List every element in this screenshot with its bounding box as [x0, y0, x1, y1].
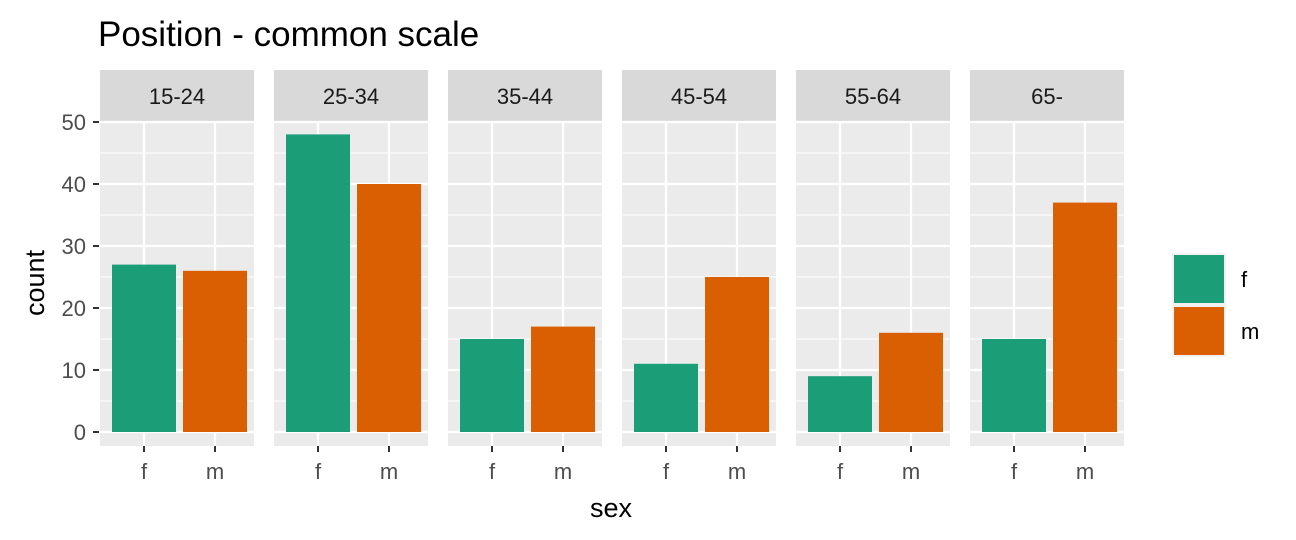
y-tick-label: 40 — [62, 172, 86, 197]
x-tick-label: f — [837, 459, 844, 484]
bar-f — [286, 134, 350, 432]
y-tick-label: 10 — [62, 358, 86, 383]
bar-m — [531, 326, 595, 432]
bar-m — [705, 277, 769, 432]
x-tick-label: f — [315, 459, 322, 484]
legend: fm — [1172, 253, 1259, 357]
x-tick-label: m — [1076, 459, 1094, 484]
x-tick-label: m — [728, 459, 746, 484]
facet-panel: 35-44 f m — [448, 70, 602, 484]
x-tick-label: f — [489, 459, 496, 484]
facet-strip — [448, 70, 602, 122]
facet-panel: 45-54 f m — [622, 70, 776, 484]
legend-label-m: m — [1241, 319, 1259, 344]
y-axis-title: count — [20, 249, 50, 316]
facet-strip — [100, 70, 254, 122]
bar-m — [1053, 202, 1117, 432]
facet-strip-label: 45-54 — [671, 84, 727, 109]
facet-panels: 15-24 f m 25-34 f m 35-44 f m 45-54 f m 55-64 f m 65- f m — [100, 70, 1124, 484]
x-tick-label: m — [554, 459, 572, 484]
legend-swatch-m — [1174, 307, 1224, 355]
facet-strip-label: 35-44 — [497, 84, 553, 109]
x-tick-label: f — [663, 459, 670, 484]
facet-panel: 15-24 f m — [100, 70, 254, 484]
facet-panel: 55-64 f m — [796, 70, 950, 484]
facet-strip-label: 25-34 — [323, 84, 379, 109]
x-tick-label: m — [206, 459, 224, 484]
bar-f — [460, 339, 524, 432]
bar-f — [982, 339, 1046, 432]
y-tick-label: 30 — [62, 234, 86, 259]
facet-panel: 65- f m — [970, 70, 1124, 484]
facet-panel: 25-34 f m — [274, 70, 428, 484]
x-axis-title: sex — [590, 493, 633, 523]
facet-strip-label: 55-64 — [845, 84, 901, 109]
y-tick-label: 50 — [62, 110, 86, 135]
facet-strip-label: 15-24 — [149, 84, 205, 109]
x-tick-label: f — [141, 459, 148, 484]
bar-m — [183, 270, 247, 432]
facet-strip — [970, 70, 1124, 122]
legend-label-f: f — [1241, 267, 1248, 292]
chart-title: Position - common scale — [98, 15, 479, 54]
bar-f — [634, 363, 698, 432]
facet-strip-label: 65- — [1031, 84, 1063, 109]
bar-m — [879, 332, 943, 432]
y-tick-label: 0 — [74, 420, 86, 445]
y-axis: 0 10 20 30 40 50 — [62, 110, 99, 445]
x-tick-label: m — [902, 459, 920, 484]
facet-strip — [622, 70, 776, 122]
y-tick-label: 20 — [62, 296, 86, 321]
x-tick-label: m — [380, 459, 398, 484]
legend-swatch-f — [1174, 255, 1224, 303]
x-tick-label: f — [1011, 459, 1018, 484]
facet-strip — [274, 70, 428, 122]
bar-f — [808, 376, 872, 432]
bar-m — [357, 184, 421, 432]
facet-strip — [796, 70, 950, 122]
bar-f — [112, 264, 176, 432]
